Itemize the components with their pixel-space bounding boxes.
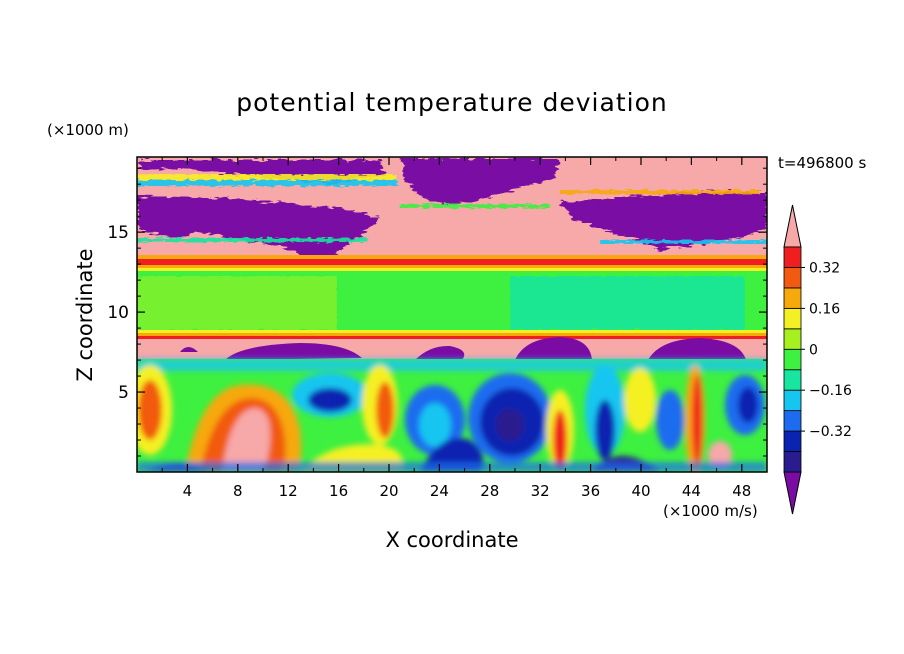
tropopause-band — [137, 255, 767, 271]
colorbar-low-arrow — [783, 471, 802, 515]
colorbar-label: −0.16 — [809, 383, 852, 399]
x-tick-label: 4 — [183, 482, 193, 500]
plot-area — [137, 157, 767, 472]
colorbar-segment — [783, 328, 802, 350]
colorbar-segment — [783, 267, 802, 289]
y-axis: 5 10 15 — [107, 167, 767, 457]
colorbar-segment — [783, 246, 802, 268]
lower-turbulent-field — [137, 359, 767, 472]
x-tick-label: 44 — [682, 482, 701, 500]
x-tick-label: 36 — [581, 482, 600, 500]
x-tick-label: 32 — [531, 482, 550, 500]
x-tick-label: 48 — [732, 482, 751, 500]
x-axis-title: X coordinate — [385, 528, 518, 552]
y-tick-label: 15 — [107, 223, 129, 243]
time-label: t=496800 s — [778, 154, 866, 172]
colorbar-segment — [783, 451, 802, 473]
colorbar-segment — [783, 389, 802, 412]
x-tick-label: 40 — [631, 482, 650, 500]
colorbar-segment — [783, 287, 802, 309]
lower-purple-domes — [180, 337, 746, 360]
colorbar-label: 0.32 — [809, 260, 840, 276]
x-tick-label: 24 — [430, 482, 449, 500]
colorbar-segment — [783, 430, 802, 452]
y-tick-label: 10 — [107, 303, 129, 323]
x-tick-label: 20 — [379, 482, 398, 500]
colorbar-label: −0.32 — [809, 424, 852, 440]
y-tick-label: 5 — [118, 383, 129, 403]
colorbar-segment — [783, 369, 802, 391]
x-tick-label: 28 — [480, 482, 499, 500]
x-tick-label: 8 — [233, 482, 243, 500]
colorbar-segment — [783, 307, 802, 330]
x-tick-label: 12 — [279, 482, 298, 500]
x-axis: 4 8 12 16 20 24 28 32 36 40 44 48 — [161, 157, 751, 500]
x-unit-label: (×1000 m/s) — [663, 502, 758, 520]
plot-frame — [136, 156, 768, 473]
colorbar: 0.32 0.16 0 −0.16 −0.32 — [783, 204, 852, 515]
colorbar-high-arrow — [783, 204, 802, 248]
x-tick-label: 16 — [329, 482, 348, 500]
y-axis-title: Z coordinate — [73, 248, 97, 381]
colorbar-label: 0.16 — [809, 301, 840, 317]
chart-title: potential temperature deviation — [236, 88, 667, 117]
colorbar-label: 0 — [809, 342, 818, 358]
transition-speckles — [137, 174, 767, 244]
colorbar-segment — [783, 348, 802, 371]
colorbar-segment — [783, 410, 802, 432]
y-unit-label: (×1000 m) — [47, 121, 129, 139]
middle-layer — [137, 271, 767, 339]
